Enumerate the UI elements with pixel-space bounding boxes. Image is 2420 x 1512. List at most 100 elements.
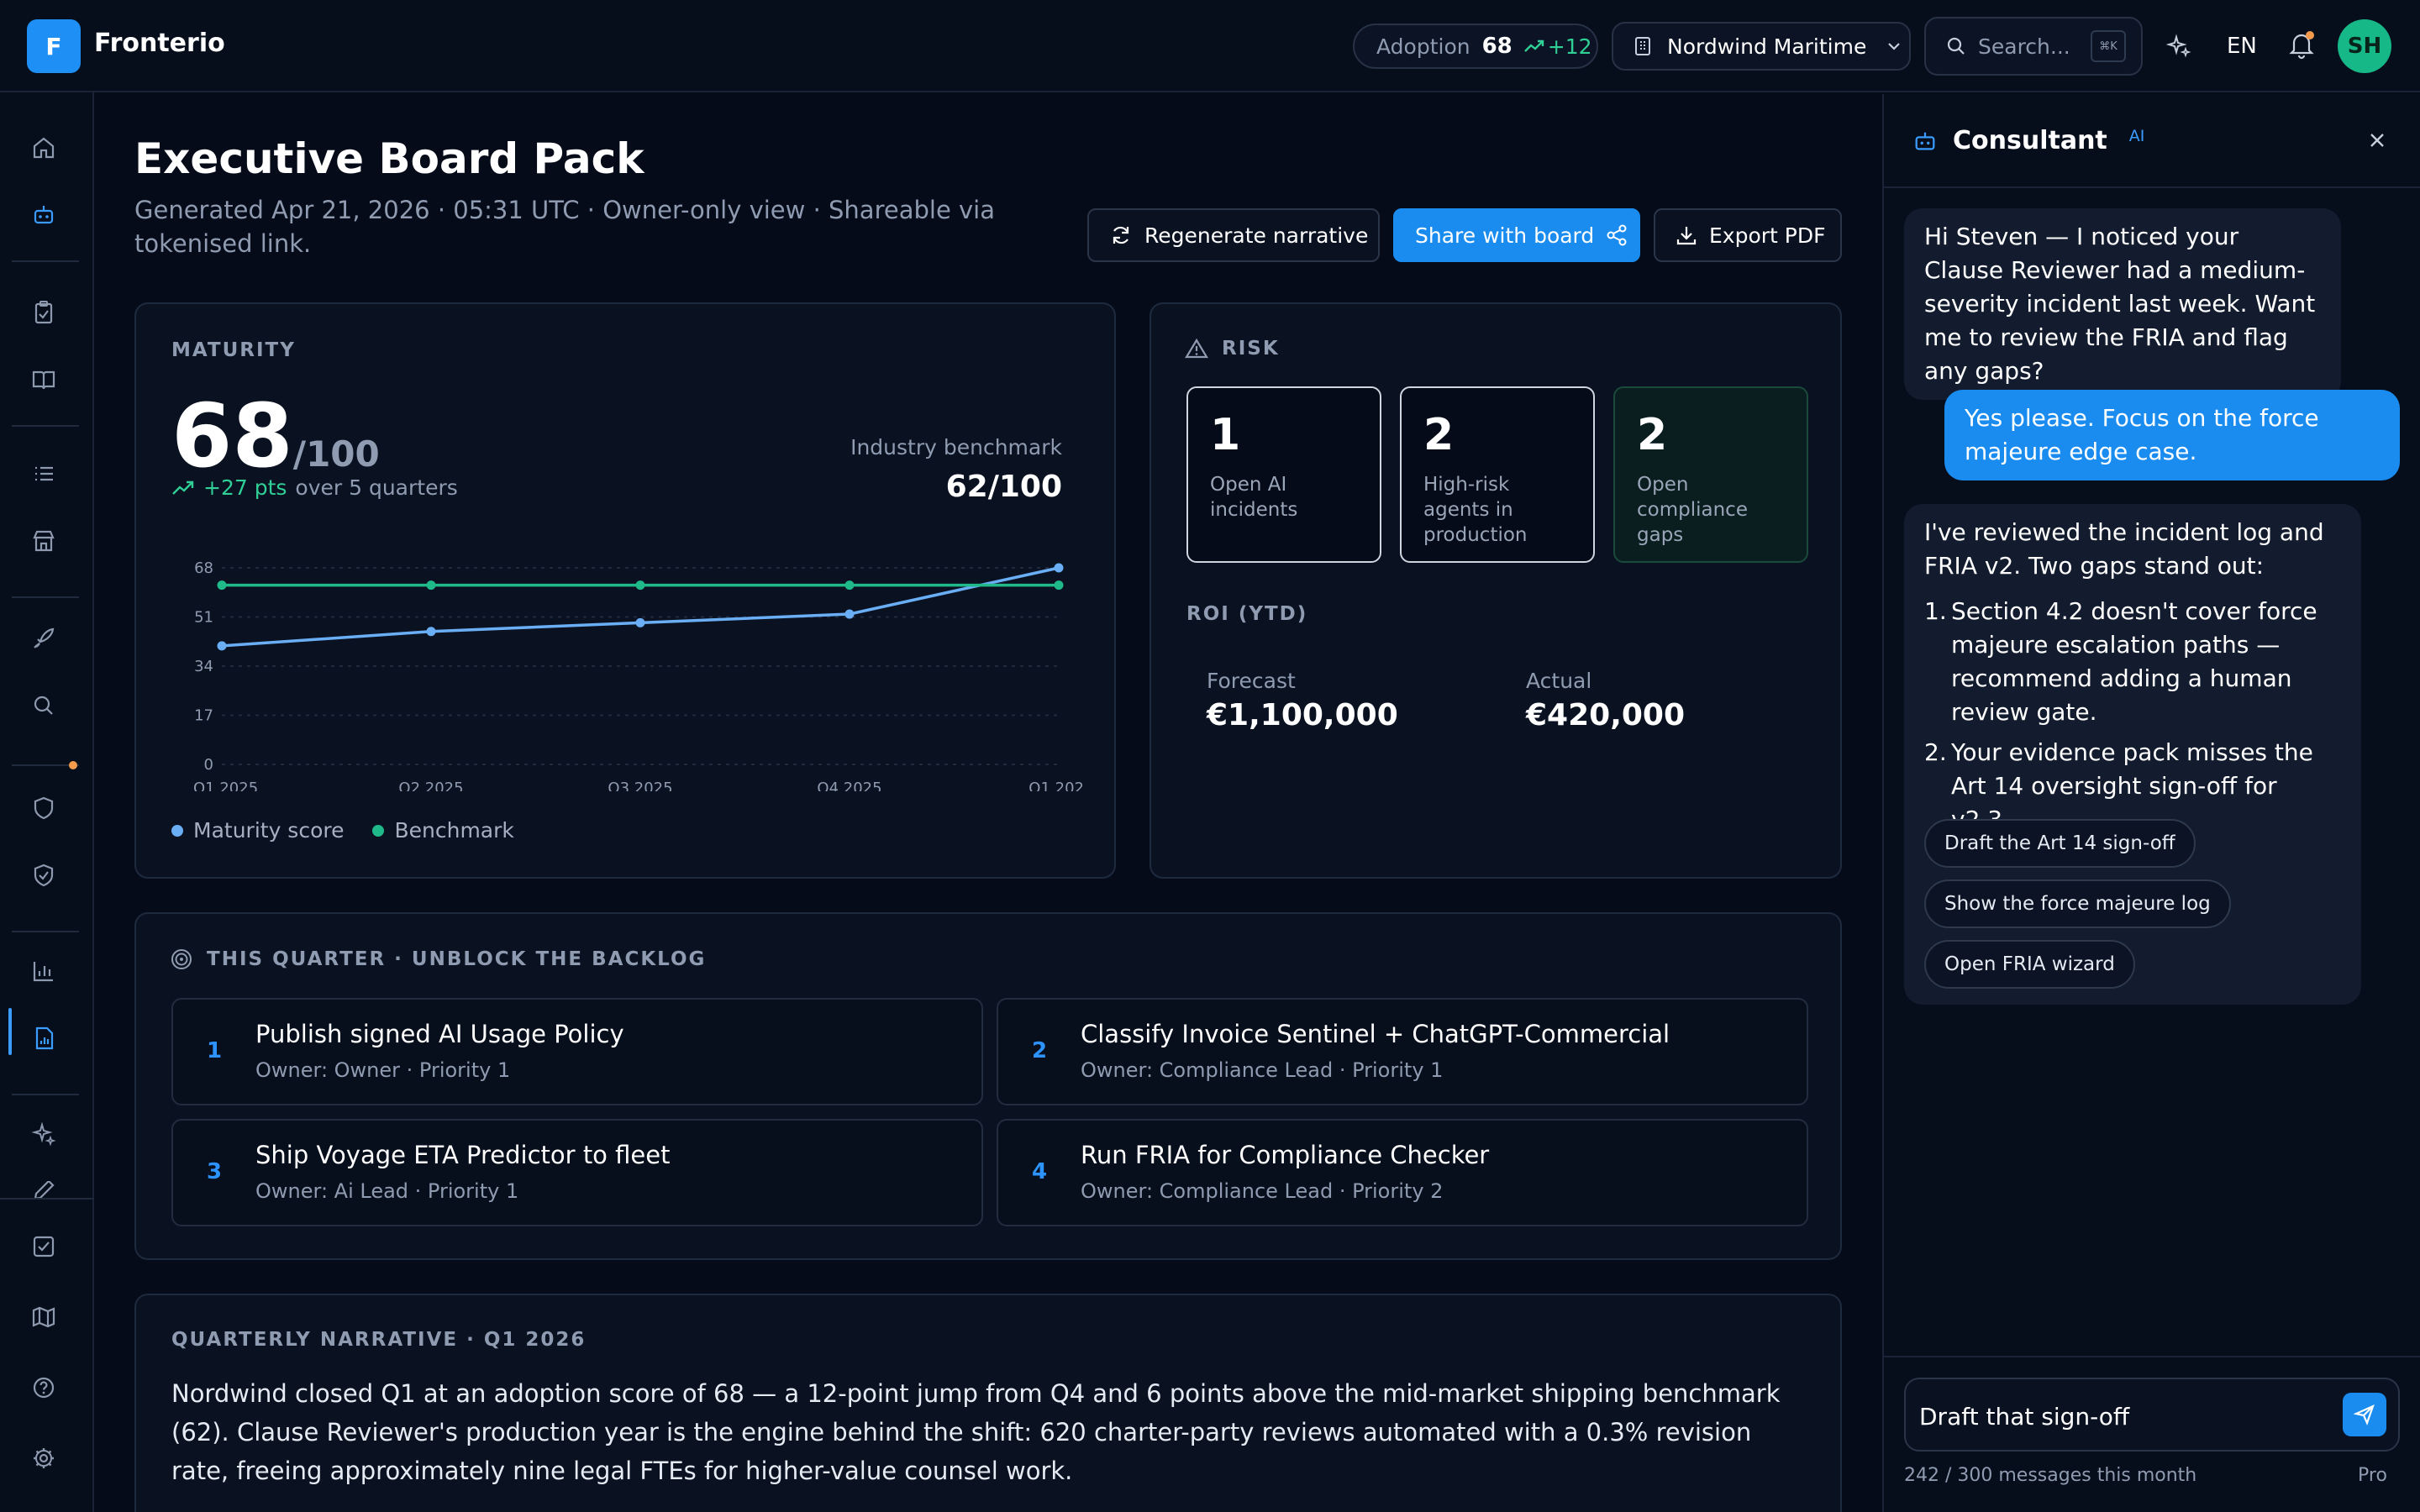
settings-icon[interactable]: [25, 1440, 62, 1477]
backlog-task[interactable]: 3 Ship Voyage ETA Predictor to fleet Own…: [171, 1119, 983, 1226]
data-point: [844, 609, 855, 619]
send-button[interactable]: [2343, 1393, 2386, 1436]
maturity-score-value: 68: [171, 385, 293, 487]
store-icon[interactable]: [25, 522, 62, 559]
sparkle-nav-icon[interactable]: [25, 1116, 62, 1152]
risk-open-incidents[interactable]: 1 Open AI incidents: [1186, 386, 1381, 563]
list-icon[interactable]: [25, 455, 62, 492]
trend-up-icon: [172, 480, 194, 495]
task-title: Ship Voyage ETA Predictor to fleet: [255, 1141, 671, 1169]
suggestion-chip[interactable]: Draft the Art 14 sign-off: [1924, 819, 2196, 868]
x-tick-label: Q2 2025: [398, 780, 463, 791]
target-icon: [171, 949, 192, 969]
maturity-delta-suffix: over 5 quarters: [295, 475, 458, 500]
search-box[interactable]: Search... ⌘K: [1924, 17, 2143, 76]
forecast-value: €1,100,000: [1207, 698, 1398, 732]
data-point: [217, 641, 227, 651]
chevron-down-icon: [1888, 43, 1901, 50]
export-pdf-button[interactable]: Export PDF: [1654, 208, 1842, 262]
page-subtitle: Generated Apr 21, 2026 · 05:31 UTC · Own…: [134, 196, 995, 258]
legend-benchmark: Benchmark: [372, 818, 514, 843]
x-tick-label: Q1 202: [1028, 780, 1084, 791]
close-icon[interactable]: [2366, 129, 2388, 155]
composer-divider: [1884, 1356, 2420, 1357]
data-point: [1054, 580, 1064, 591]
list-item: 2. Your evidence pack misses the Art 14 o…: [1924, 736, 2341, 837]
bar-chart-icon[interactable]: [25, 953, 62, 990]
org-switcher[interactable]: Nordwind Maritime: [1612, 22, 1911, 71]
task-number: 3: [207, 1159, 223, 1184]
page-title: Executive Board Pack: [134, 134, 644, 183]
task-number: 1: [207, 1038, 223, 1063]
quarter-label: THIS QUARTER · UNBLOCK THE BACKLOG: [207, 948, 707, 970]
data-point: [1054, 563, 1064, 573]
book-icon[interactable]: [25, 361, 62, 398]
regenerate-narrative-button[interactable]: Regenerate narrative: [1087, 208, 1380, 262]
quarter-header: THIS QUARTER · UNBLOCK THE BACKLOG: [170, 948, 706, 971]
list-item-text: Your evidence pack misses the Art 14 ove…: [1951, 738, 2313, 833]
x-tick-label: Q4 2025: [817, 780, 881, 791]
list-item: 1. Section 4.2 doesn't cover force majeur…: [1924, 595, 2341, 729]
risk-high-risk-agents[interactable]: 2 High-risk agents in production: [1400, 386, 1595, 563]
shield-check-icon[interactable]: [25, 857, 62, 894]
message-composer[interactable]: Draft that sign-off: [1904, 1378, 2400, 1452]
search-nav-icon[interactable]: [25, 687, 62, 724]
data-point: [635, 617, 645, 627]
share-with-board-button[interactable]: Share with board: [1393, 208, 1640, 262]
message-user: Yes please. Focus on the force majeure e…: [1944, 390, 2400, 480]
map-icon[interactable]: [25, 1299, 62, 1336]
avatar[interactable]: SH: [2338, 19, 2391, 73]
y-tick-label: 34: [194, 658, 213, 675]
task-title: Run FRIA for Compliance Checker: [1081, 1141, 1490, 1169]
quarter-card: THIS QUARTER · UNBLOCK THE BACKLOG 1 Pub…: [134, 912, 1842, 1260]
sparkle-icon[interactable]: [2165, 34, 2191, 62]
sidebar-divider: [0, 1198, 94, 1200]
narrative-text: Nordwind closed Q1 at an adoption score …: [171, 1379, 1781, 1485]
report-icon[interactable]: [25, 1020, 62, 1057]
composer-input[interactable]: Draft that sign-off: [1919, 1403, 2130, 1431]
share-icon: [1607, 224, 1627, 246]
suggestion-chip[interactable]: Open FRIA wizard: [1924, 940, 2135, 989]
narrative-card: QUARTERLY NARRATIVE · Q1 2026 Nordwind c…: [134, 1294, 1842, 1512]
send-icon: [2353, 1404, 2375, 1425]
maturity-score: 68 /100: [171, 385, 380, 487]
edit-icon[interactable]: [25, 1181, 62, 1200]
series-line-maturity: [221, 566, 1060, 648]
adoption-pill[interactable]: Adoption 68 +12: [1353, 24, 1598, 69]
risk-text: Open AI incidents: [1210, 474, 1298, 521]
plan-label: Pro: [2358, 1465, 2387, 1486]
task-number: 2: [1032, 1038, 1048, 1063]
checkbox-icon[interactable]: [25, 1228, 62, 1265]
language-switcher[interactable]: EN: [2227, 34, 2257, 59]
trend-up-icon: [1523, 39, 1544, 52]
warning-icon: [1185, 338, 1208, 359]
clipboard-icon[interactable]: [25, 294, 62, 331]
task-owner: Owner: Ai Lead · Priority 1: [255, 1179, 519, 1203]
message-assistant: Hi Steven — I noticed your Clause Review…: [1904, 208, 2341, 400]
adoption-delta: +12: [1523, 34, 1592, 59]
help-icon[interactable]: [25, 1369, 62, 1406]
risk-compliance-gaps[interactable]: 2 Open compliance gaps: [1613, 386, 1808, 563]
ai-badge: AI: [2128, 126, 2145, 145]
brand-logo[interactable]: F: [27, 19, 81, 73]
backlog-task[interactable]: 2 Classify Invoice Sentinel + ChatGPT-Co…: [997, 998, 1808, 1105]
task-title: Classify Invoice Sentinel + ChatGPT-Comm…: [1081, 1020, 1670, 1048]
home-icon[interactable]: [25, 129, 62, 166]
backlog-task[interactable]: 4 Run FRIA for Compliance Checker Owner:…: [997, 1119, 1808, 1226]
backlog-task[interactable]: 1 Publish signed AI Usage Policy Owner: …: [171, 998, 983, 1105]
risk-label: RISK: [1222, 338, 1280, 360]
regenerate-label: Regenerate narrative: [1144, 223, 1369, 248]
maturity-chart: 0 17 34 51 68 Q1 2025 Q2 2025 Q3 2025 Q4 2025 Q1 …: [193, 559, 1084, 791]
task-number: 4: [1032, 1159, 1048, 1184]
refresh-icon: [1113, 226, 1129, 244]
y-tick-label: 17: [194, 707, 213, 725]
bot-icon[interactable]: [25, 197, 62, 234]
task-owner: Owner: Compliance Lead · Priority 2: [1081, 1179, 1444, 1203]
shield-icon[interactable]: [25, 790, 62, 827]
rocket-icon[interactable]: [25, 620, 62, 657]
suggestion-chip[interactable]: Show the force majeure log: [1924, 879, 2231, 928]
building-icon: [1635, 37, 1650, 55]
bell-icon[interactable]: [2287, 30, 2316, 64]
benchmark-label: Industry benchmark: [850, 435, 1062, 459]
task-owner: Owner: Compliance Lead · Priority 1: [1081, 1058, 1444, 1082]
